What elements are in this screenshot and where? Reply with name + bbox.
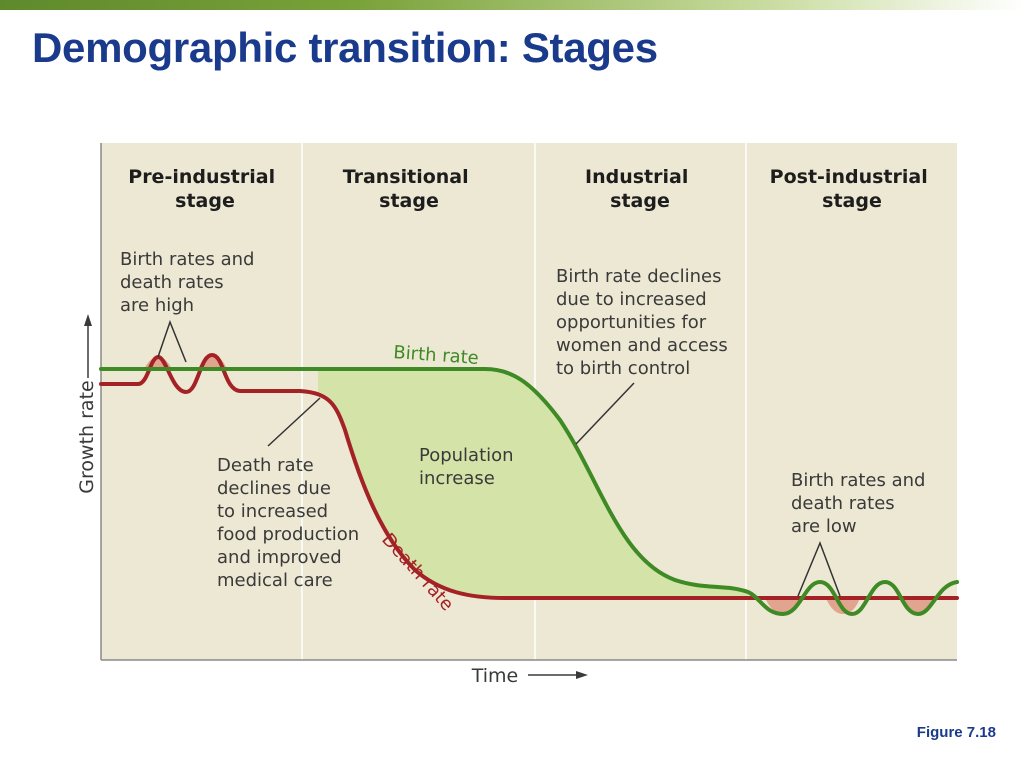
stage-header-post-industrial: Post-industrial stage xyxy=(770,166,935,212)
stage-header-industrial: Industrial stage xyxy=(585,166,695,212)
annotation-line: to birth control xyxy=(556,358,690,379)
stage-header-line: Pre-industrial xyxy=(128,166,275,188)
annotation-high-rates: Birth rates and death rates are high xyxy=(120,249,260,316)
annotation-death-decline: Death rate declines due to increased foo… xyxy=(217,455,365,591)
annotation-birth-decline: Birth rate declines due to increased opp… xyxy=(556,266,733,379)
annotation-line: declines due xyxy=(217,478,331,499)
annotation-line: are high xyxy=(120,295,194,316)
annotation-line: Birth rates and xyxy=(791,470,925,491)
annotation-line: Birth rate declines xyxy=(556,266,721,287)
annotation-line: death rates xyxy=(791,493,895,514)
annotation-line: and improved xyxy=(217,547,342,568)
slide-title: Demographic transition: Stages xyxy=(32,24,658,71)
birth-rate-curve xyxy=(99,367,959,617)
stage-header-line: stage xyxy=(379,190,439,212)
stage-header-transitional: Transitional stage xyxy=(343,166,476,212)
birth-decline-pointer xyxy=(575,382,635,445)
death-rate-curve xyxy=(99,352,959,600)
annotation-line: death rates xyxy=(120,272,224,293)
x-axis-label: Time xyxy=(471,665,519,687)
annotation-line: Population xyxy=(419,445,514,466)
annotation-line: food production xyxy=(217,524,359,545)
y-axis-arrowhead xyxy=(84,314,92,326)
stage-header-line: Post-industrial xyxy=(770,166,928,188)
stage-header-pre-industrial: Pre-industrial stage xyxy=(128,166,281,212)
annotation-line: opportunities for xyxy=(556,312,707,333)
death-decline-pointer xyxy=(267,397,321,447)
stage-header-line: stage xyxy=(610,190,670,212)
stage-header-line: stage xyxy=(822,190,882,212)
annotation-line: are low xyxy=(791,516,857,537)
population-increase-area xyxy=(318,369,748,598)
annotation-line: Death rate xyxy=(217,455,314,476)
annotation-line: women and access xyxy=(556,335,728,356)
top-accent-bar xyxy=(0,0,1024,10)
stage-header-line: Transitional xyxy=(343,166,469,188)
low-rates-pointer xyxy=(797,540,841,597)
annotation-line: medical care xyxy=(217,570,333,591)
y-axis-label: Growth rate xyxy=(76,380,98,493)
annotation-line: due to increased xyxy=(556,289,707,310)
annotation-line: to increased xyxy=(217,501,328,522)
x-axis-arrowhead xyxy=(576,671,588,679)
annotation-line: increase xyxy=(419,468,495,489)
annotation-population-increase: Population increase xyxy=(419,445,519,489)
high-rates-pointer xyxy=(157,319,187,363)
stage-header-line: stage xyxy=(175,190,235,212)
annotation-low-rates: Birth rates and death rates are low xyxy=(791,470,931,537)
stage-header-line: Industrial xyxy=(585,166,688,188)
annotation-line: Birth rates and xyxy=(120,249,254,270)
figure-caption: Figure 7.18 xyxy=(916,724,996,741)
